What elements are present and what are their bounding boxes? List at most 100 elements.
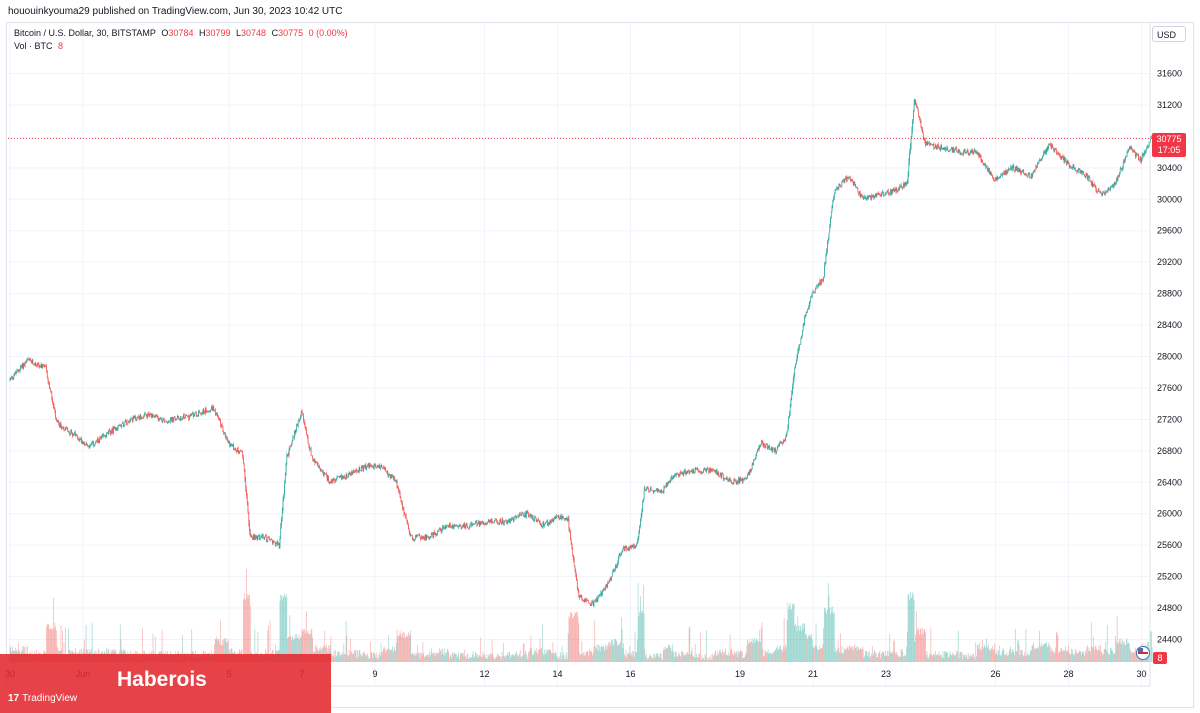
candle-body [922, 128, 923, 133]
volume-bar [283, 597, 285, 662]
volume-bar [522, 643, 524, 662]
volume-bar [390, 650, 392, 662]
volume-bar [582, 653, 583, 662]
volume-bar [808, 635, 809, 662]
candle-body [901, 186, 903, 189]
candle-body [258, 535, 260, 537]
candle-body [398, 491, 400, 493]
volume-bar [670, 647, 672, 662]
volume-bar [602, 645, 604, 662]
volume-bar [1018, 644, 1020, 662]
candle-body [664, 486, 666, 488]
tradingview-logo[interactable]: 17 TradingView [8, 693, 77, 704]
candle-body [14, 372, 15, 376]
candle-body [382, 467, 383, 469]
price-tick-label: 26800 [1157, 446, 1182, 456]
candle-body [728, 480, 729, 482]
volume-bar [909, 592, 911, 662]
candle-body [322, 471, 324, 476]
candle-body [1121, 168, 1123, 171]
candle-body [986, 165, 987, 167]
volume-bar [1002, 648, 1004, 662]
volume-bar [909, 599, 910, 662]
volume-bar [763, 655, 764, 662]
volume-bar [454, 653, 456, 662]
volume-bar [371, 652, 373, 662]
volume-bar [374, 653, 376, 662]
candle-body [263, 537, 265, 539]
candle-body [310, 449, 311, 450]
candle-body [597, 597, 599, 602]
volume-bar [341, 653, 342, 662]
candle-body [849, 177, 850, 178]
volume-bar [429, 651, 431, 662]
candle-body [985, 163, 986, 167]
candle-body [720, 473, 722, 478]
volume-bar [583, 652, 584, 662]
candle-body [911, 129, 913, 138]
volume-bar [1032, 644, 1034, 662]
volume-bar [354, 651, 356, 662]
volume-bar [692, 655, 694, 662]
volume-bar [753, 640, 755, 662]
time-tick-label: 12 [479, 669, 489, 679]
currency-selector[interactable]: USD [1152, 26, 1186, 42]
candle-body [894, 190, 896, 192]
candle-body [169, 421, 171, 423]
candle-body [224, 432, 225, 434]
candle-body [288, 449, 290, 456]
volume-bar [219, 644, 221, 662]
candle-body [240, 450, 241, 452]
volume-bar [590, 650, 592, 662]
candle-body [668, 481, 669, 483]
candle-body [606, 584, 608, 587]
candle-body [354, 471, 356, 473]
volume-bar [842, 653, 844, 662]
volume-bar [1087, 650, 1089, 662]
candle-body [177, 416, 179, 417]
candle-body [719, 473, 721, 476]
candle-body [1147, 146, 1149, 148]
candle-body [1116, 179, 1117, 184]
volume-bar [563, 652, 564, 662]
volume-bar [954, 653, 956, 662]
candle-body [29, 359, 31, 361]
candle-body [891, 189, 893, 195]
legend-change: 0 (0.00%) [308, 28, 348, 38]
volume-bar [759, 629, 761, 662]
volume-bar [500, 659, 502, 662]
candle-body [837, 186, 839, 189]
candle-body [1072, 164, 1074, 168]
candle-body [595, 598, 597, 603]
candle-body [115, 429, 117, 431]
legend-open: 30784 [168, 28, 194, 38]
candle-body [676, 473, 678, 475]
candle-body [1028, 172, 1030, 174]
volume-bar [833, 613, 834, 662]
candle-body [637, 537, 639, 542]
volume-bar [766, 653, 767, 662]
candle-body [21, 365, 22, 368]
volume-bar [587, 651, 589, 662]
candle-body [88, 445, 90, 449]
candle-body [1048, 143, 1050, 147]
volume-bar [381, 652, 383, 662]
volume-bar [927, 657, 929, 662]
volume-bar [929, 653, 931, 662]
volume-bar [852, 650, 854, 662]
candle-body [618, 554, 620, 558]
candle-body [881, 191, 883, 194]
volume-bar [825, 611, 827, 662]
candle-body [1014, 170, 1015, 172]
volume-bar [447, 649, 449, 662]
volume-bar [893, 641, 894, 662]
volume-bar [249, 605, 251, 662]
volume-bar [668, 644, 669, 662]
volume-bar [579, 655, 581, 662]
candle-body [529, 514, 531, 517]
volume-bar [378, 655, 380, 662]
candle-body [552, 519, 554, 522]
candle-body [723, 477, 725, 480]
candle-body [592, 601, 593, 603]
